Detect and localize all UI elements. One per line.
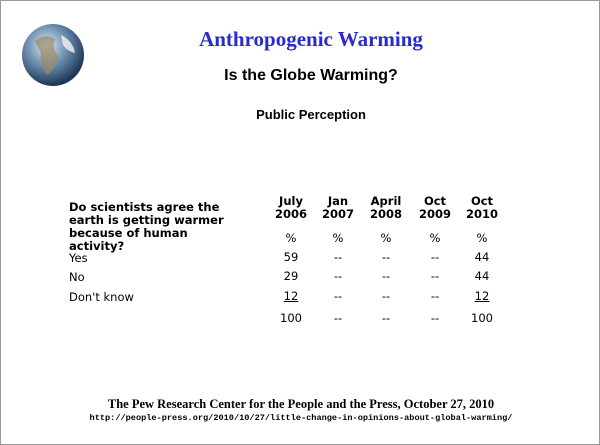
url: http://people-press.org/2010/10/27/littl… xyxy=(1,413,600,423)
column-header: 2010 xyxy=(457,208,507,221)
cell: -- xyxy=(361,290,411,303)
cell: -- xyxy=(410,270,460,283)
cell: -- xyxy=(313,251,363,264)
cell: 29 xyxy=(266,270,316,283)
total-cell: -- xyxy=(313,312,363,325)
slide: Anthropogenic Warming Is the Globe Warmi… xyxy=(0,0,600,445)
cell: 12 xyxy=(266,290,316,303)
column-header: 2009 xyxy=(410,208,460,221)
row-label: No xyxy=(69,270,85,284)
source: The Pew Research Center for the People a… xyxy=(1,397,600,412)
row-label: Yes xyxy=(69,251,88,265)
unit: % xyxy=(361,232,411,245)
cell: 59 xyxy=(266,251,316,264)
column-header: 2006 xyxy=(266,208,316,221)
subtitle: Is the Globe Warming? xyxy=(1,67,600,85)
question: Do scientists agree the earth is getting… xyxy=(69,201,239,253)
unit: % xyxy=(313,232,363,245)
total-cell: -- xyxy=(361,312,411,325)
cell: 12 xyxy=(457,290,507,303)
unit: % xyxy=(457,232,507,245)
cell: 44 xyxy=(457,270,507,283)
unit: % xyxy=(410,232,460,245)
title: Anthropogenic Warming xyxy=(1,27,600,52)
cell: -- xyxy=(313,270,363,283)
subheading: Public Perception xyxy=(1,107,600,122)
cell: -- xyxy=(313,290,363,303)
cell: 44 xyxy=(457,251,507,264)
row-label: Don't know xyxy=(69,290,134,304)
column-header: 2007 xyxy=(313,208,363,221)
cell: -- xyxy=(410,251,460,264)
cell: -- xyxy=(361,270,411,283)
unit: % xyxy=(266,232,316,245)
total-cell: 100 xyxy=(457,312,507,325)
column-header: 2008 xyxy=(361,208,411,221)
cell: -- xyxy=(410,290,460,303)
cell: -- xyxy=(361,251,411,264)
total-cell: -- xyxy=(410,312,460,325)
total-cell: 100 xyxy=(266,312,316,325)
